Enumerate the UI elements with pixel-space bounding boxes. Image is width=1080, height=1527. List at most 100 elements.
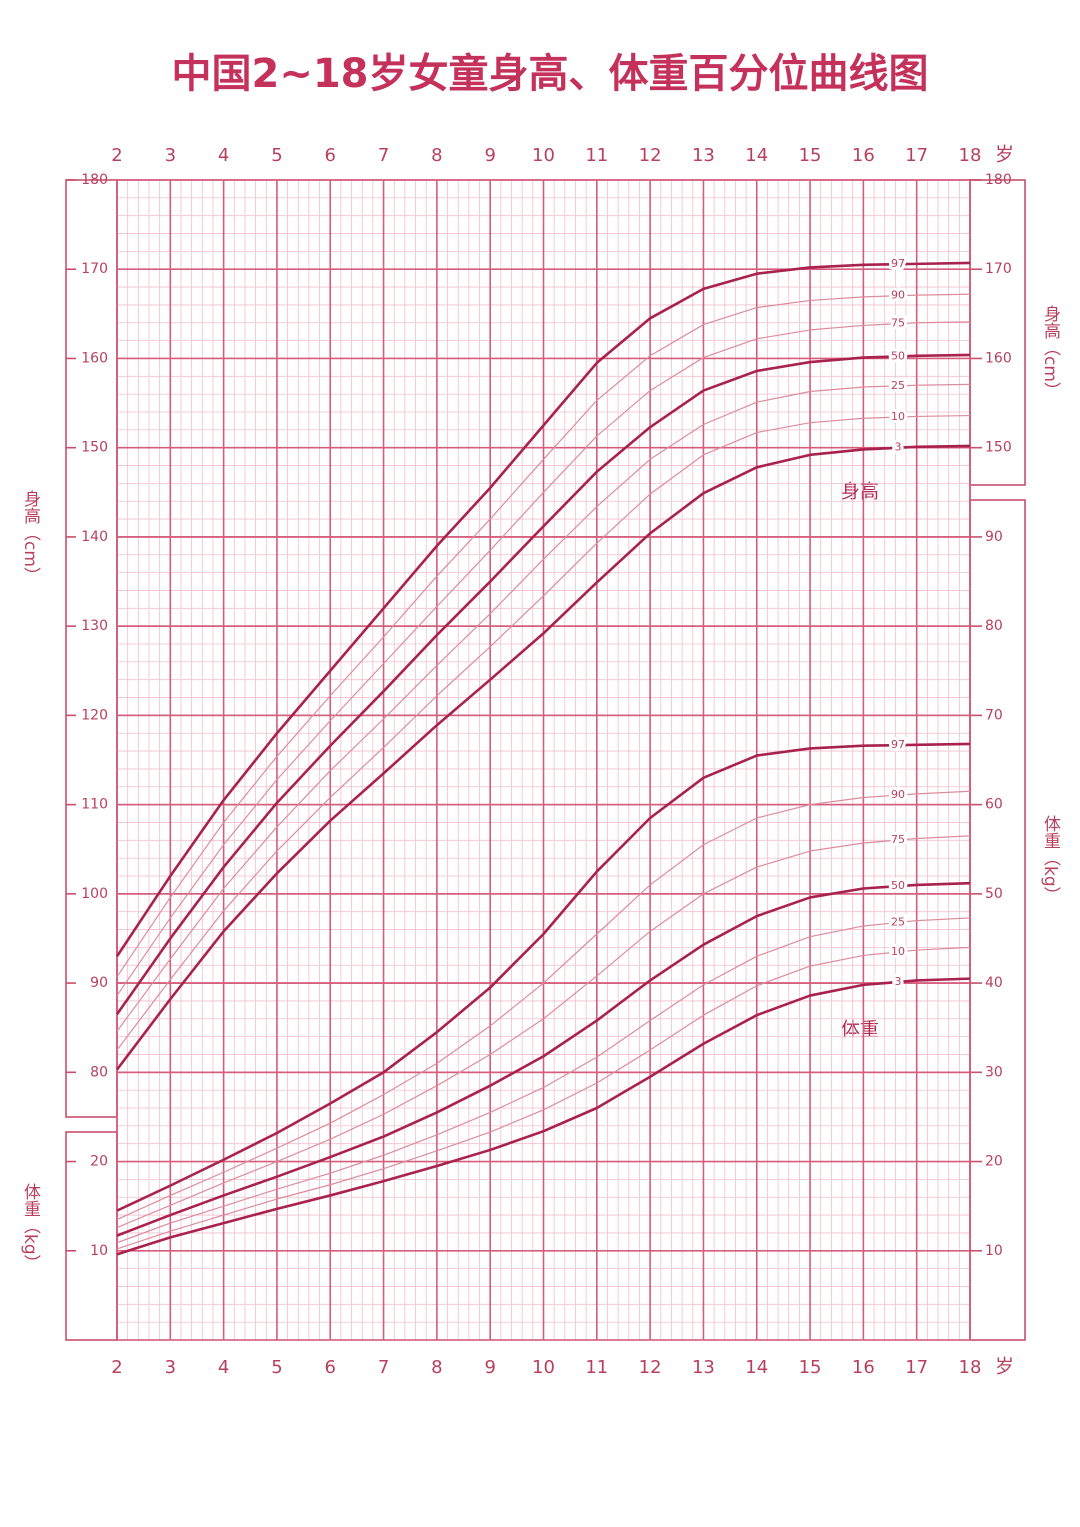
percentile-line <box>115 261 971 958</box>
y-tick-label: 20 <box>985 1154 1003 1170</box>
percentile-line <box>116 790 971 1221</box>
x-tick-label: 15 <box>799 1357 822 1378</box>
x-tick-label: 17 <box>905 1357 928 1378</box>
x-tick-label: 5 <box>271 145 282 166</box>
y-tick-label: 180 <box>985 172 1012 188</box>
x-tick-label: 13 <box>692 145 715 166</box>
x-unit: 岁 <box>995 144 1014 166</box>
percentile-line <box>116 383 971 1032</box>
y2-axis-label-right: 体重（kg） <box>1040 815 1061 904</box>
percentile-line <box>115 353 971 1016</box>
y-tick-label: 100 <box>81 886 108 902</box>
y-axis-label: 身高（cm） <box>20 490 41 584</box>
x-tick-label: 18 <box>959 145 982 166</box>
x-tick-label: 7 <box>378 1357 389 1378</box>
y-tick-label: 120 <box>81 707 108 723</box>
y2-axis-label: 体重（kg） <box>20 1183 41 1272</box>
y-tick-label: 170 <box>985 261 1012 277</box>
x-tick-label: 8 <box>431 145 442 166</box>
x-tick-label: 3 <box>165 1357 176 1378</box>
y-tick-label: 130 <box>81 618 108 634</box>
y-tick-label: 90 <box>985 529 1003 545</box>
x-tick-label: 9 <box>484 1357 495 1378</box>
height-annotation: 身高 <box>841 481 879 503</box>
legend-label: 3 <box>895 975 902 988</box>
legend-label: 90 <box>891 788 905 801</box>
legend-label: 25 <box>891 915 905 928</box>
legend-label: 10 <box>891 410 905 423</box>
y-tick-label: 40 <box>985 975 1003 991</box>
y-tick-label: 170 <box>81 261 108 277</box>
x-tick-label: 4 <box>218 1357 229 1378</box>
x-tick-label: 8 <box>431 1357 442 1378</box>
y-tick-label: 160 <box>985 350 1012 366</box>
x-tick-label: 10 <box>532 145 555 166</box>
percentile-line <box>116 946 971 1250</box>
x-tick-label: 12 <box>639 1357 662 1378</box>
x-tick-label: 18 <box>959 1357 982 1378</box>
legend-label: 97 <box>891 738 905 751</box>
legend-label: 90 <box>891 289 905 302</box>
x-tick-label: 16 <box>852 1357 875 1378</box>
x-tick-label: 14 <box>745 1357 768 1378</box>
x-unit: 岁 <box>995 1356 1014 1378</box>
legend-label: 3 <box>895 441 902 454</box>
y-axis-label-right: 身高（cm） <box>1040 305 1061 399</box>
legend-label: 50 <box>891 349 905 362</box>
y-tick-label: 30 <box>985 1064 1003 1080</box>
x-tick-label: 2 <box>111 145 122 166</box>
y-tick-label: 110 <box>81 797 108 813</box>
x-tick-label: 13 <box>692 1357 715 1378</box>
legend-label: 50 <box>891 879 905 892</box>
legend-label: 75 <box>891 317 905 330</box>
percentile-line <box>116 321 971 996</box>
y-tick-label: 50 <box>985 886 1003 902</box>
x-tick-label: 14 <box>745 145 768 166</box>
x-tick-label: 11 <box>585 1357 608 1378</box>
y-tick-label: 140 <box>81 529 108 545</box>
x-tick-label: 9 <box>484 145 495 166</box>
legend-label: 10 <box>891 945 905 958</box>
y-tick-label: 80 <box>90 1064 108 1080</box>
x-tick-label: 17 <box>905 145 928 166</box>
x-tick-label: 2 <box>111 1357 122 1378</box>
x-tick-label: 15 <box>799 145 822 166</box>
x-tick-label: 7 <box>378 145 389 166</box>
percentile-line <box>115 444 971 1071</box>
percentile-line <box>116 414 971 1051</box>
x-tick-label: 11 <box>585 145 608 166</box>
y-tick-label: 80 <box>985 618 1003 634</box>
y-tick-label: 60 <box>985 797 1003 813</box>
x-tick-label: 6 <box>325 1357 336 1378</box>
y-tick-label: 150 <box>985 440 1012 456</box>
y-tick-label: 90 <box>90 975 108 991</box>
x-tick-label: 10 <box>532 1357 555 1378</box>
weight-annotation: 体重 <box>841 1019 879 1041</box>
y-tick-label: 180 <box>81 172 108 188</box>
percentile-line <box>116 742 971 1212</box>
percentile-line <box>116 917 971 1244</box>
major-grid <box>116 179 971 1341</box>
y-tick-label: 150 <box>81 440 108 456</box>
percentile-line <box>116 881 971 1237</box>
y-tick-label: 70 <box>985 707 1003 723</box>
y-tick-label: 10 <box>90 1243 108 1259</box>
x-tick-label: 6 <box>325 145 336 166</box>
percentile-line <box>116 977 971 1256</box>
chart-title: 中国2~18岁女童身高、体重百分位曲线图 <box>171 51 928 97</box>
y-tick-label: 160 <box>81 350 108 366</box>
x-tick-label: 4 <box>218 145 229 166</box>
legend-label: 75 <box>891 833 905 846</box>
x-tick-label: 16 <box>852 145 875 166</box>
percentile-line <box>116 835 971 1229</box>
legend-label: 97 <box>891 257 905 270</box>
y-tick-label: 20 <box>90 1154 108 1170</box>
legend-label: 25 <box>891 379 905 392</box>
x-tick-label: 12 <box>639 145 662 166</box>
x-tick-label: 5 <box>271 1357 282 1378</box>
percentile-line <box>116 293 971 978</box>
y-tick-label: 10 <box>985 1243 1003 1259</box>
x-tick-label: 3 <box>165 145 176 166</box>
